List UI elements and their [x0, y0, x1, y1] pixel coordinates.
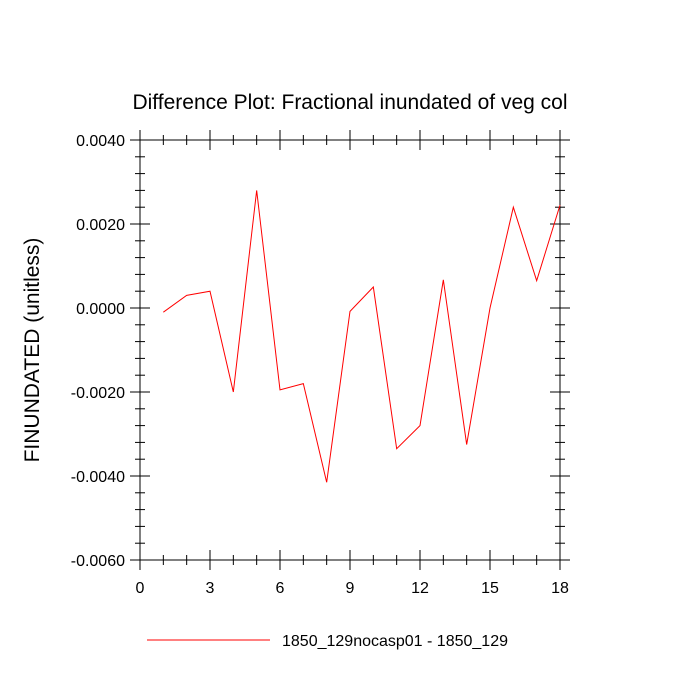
- y-tick-label: -0.0020: [71, 385, 125, 402]
- y-tick-label: 0.0020: [76, 217, 125, 234]
- x-tick-label: 0: [136, 580, 145, 597]
- x-tick-label: 18: [551, 580, 569, 597]
- x-tick-label: 9: [346, 580, 355, 597]
- plot-frame: [139, 139, 561, 561]
- y-tick-label: -0.0040: [71, 469, 125, 486]
- y-axis-label: FINUNDATED (unitless): [21, 238, 44, 463]
- axis-tick-labels: 0 3 6 9 12 15 18 0.0040 0.0020 0.0000 -0.0020 -0.00…: [71, 133, 569, 597]
- legend: 1850_129nocasp01 - 1850_129: [147, 633, 508, 650]
- y-tick-label: 0.0040: [76, 133, 125, 150]
- x-tick-label: 15: [481, 580, 499, 597]
- series-line-0: [163, 190, 561, 483]
- y-tick-label: 0.0000: [76, 301, 125, 318]
- axis-ticks: [130, 130, 570, 570]
- x-tick-label: 6: [276, 580, 285, 597]
- x-tick-label: 3: [206, 580, 215, 597]
- chart-title: Difference Plot: Fractional inundated of…: [132, 91, 567, 114]
- x-tick-label: 12: [411, 580, 429, 597]
- y-tick-label: -0.0060: [71, 553, 125, 570]
- series-group: [163, 190, 561, 483]
- legend-label: 1850_129nocasp01 - 1850_129: [282, 633, 508, 650]
